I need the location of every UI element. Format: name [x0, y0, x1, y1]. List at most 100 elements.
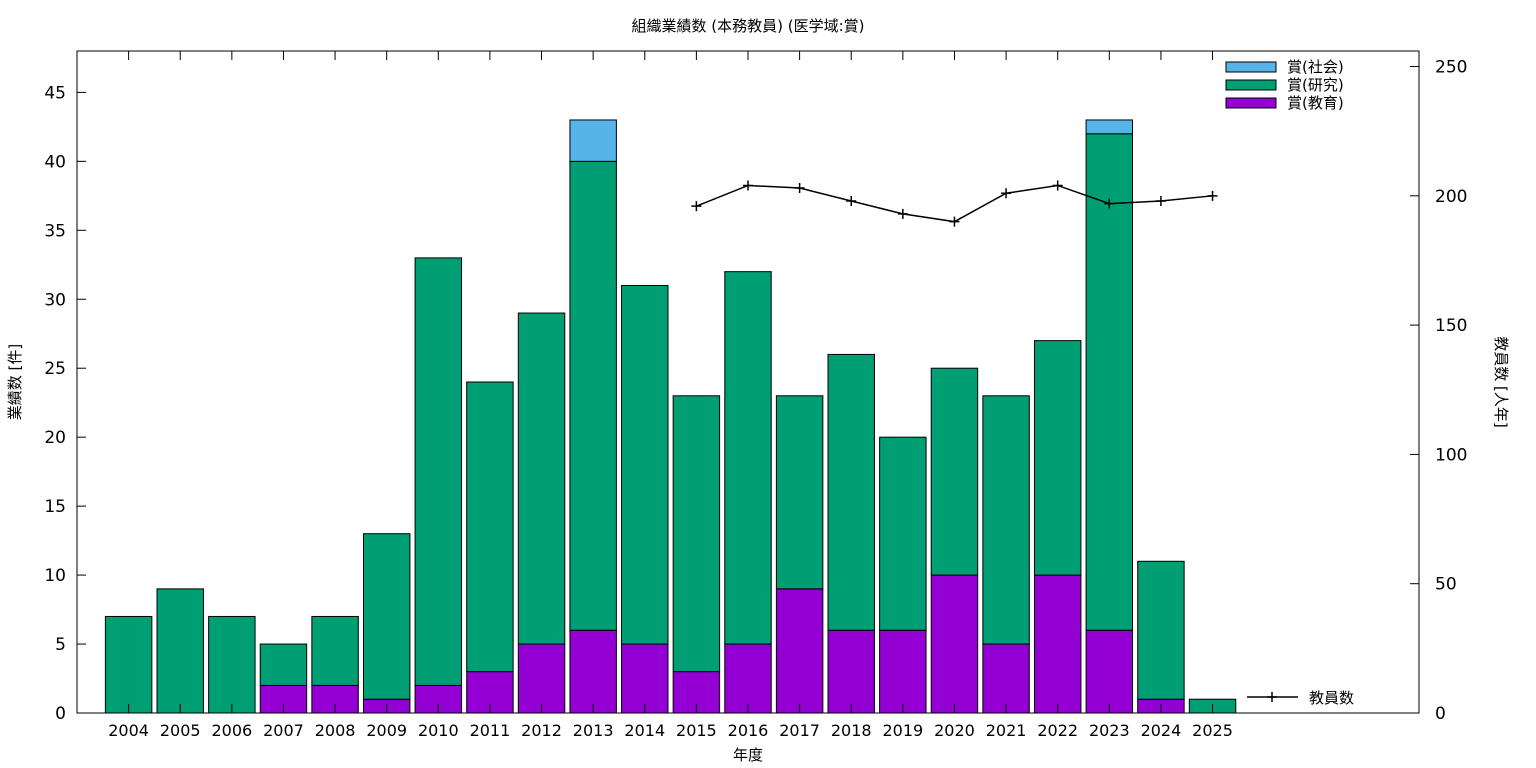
bar-2005-series-1: [156, 588, 204, 714]
bar-2023-series-0: [1085, 629, 1134, 714]
line-point-2021: [1001, 188, 1012, 199]
bar-2019-series-1: [879, 436, 927, 631]
bar-2006-series-1: [208, 615, 256, 714]
x-tick-label: 2022: [1037, 721, 1078, 740]
legend-label: 賞(研究): [1287, 76, 1344, 94]
bars-layer: [104, 119, 1237, 714]
bar-2021-series-1: [982, 395, 1030, 645]
legend-label: 賞(教育): [1287, 94, 1344, 112]
bar-2018-series-1: [827, 353, 875, 631]
bar-2013-series-1: [569, 160, 617, 631]
x-axis-label: 年度: [733, 746, 763, 764]
bar-2016-series-0: [724, 643, 772, 714]
y2-tick-label: 150: [1435, 316, 1467, 336]
x-tick-label: 2006: [211, 721, 252, 740]
line-point-2018: [846, 195, 857, 206]
y-tick-label: 20: [44, 428, 66, 448]
line-point-2017: [794, 183, 805, 194]
y2-tick-label: 250: [1435, 58, 1467, 78]
x-tick-label: 2009: [366, 721, 407, 740]
y-tick-label: 15: [44, 497, 66, 517]
x-tick-label: 2015: [676, 721, 717, 740]
y-tick-label: 30: [44, 290, 66, 310]
y2-tick-label: 50: [1435, 575, 1457, 595]
bar-2015-series-1: [672, 395, 721, 673]
legend: 賞(社会)賞(研究)賞(教育) 教員数: [1225, 58, 1354, 707]
bar-2018-series-0: [827, 629, 875, 714]
x-tick-label: 2020: [934, 721, 975, 740]
bar-2020-series-0: [930, 574, 979, 714]
y2-axis-label: 教員数 [人年]: [1492, 336, 1510, 427]
line-point-2023: [1104, 198, 1115, 209]
x-tick-label: 2014: [624, 721, 665, 740]
y-tick-label: 5: [55, 635, 66, 655]
x-tick-label: 2004: [108, 721, 149, 740]
y-tick-label: 10: [44, 566, 66, 586]
line-series: [696, 184, 1213, 223]
y2-tick-label: 100: [1435, 445, 1467, 465]
line-layer: [691, 180, 1218, 227]
bar-2004-series-1: [104, 615, 153, 714]
x-tick-label: 2011: [470, 721, 511, 740]
bar-2012-series-1: [517, 312, 566, 645]
y-tick-label: 0: [55, 704, 66, 724]
bar-2020-series-1: [930, 367, 979, 576]
bar-2008-series-1: [311, 615, 359, 686]
x-tick-label: 2012: [521, 721, 562, 740]
x-tick-label: 2024: [1141, 721, 1182, 740]
bar-2016-series-1: [724, 271, 772, 645]
line-point-2024: [1155, 195, 1166, 206]
x-tick-label: 2021: [986, 721, 1027, 740]
legend-swatch: [1225, 97, 1277, 109]
y2-tick-label: 200: [1435, 187, 1467, 207]
y2-tick-label: 0: [1435, 704, 1446, 724]
y-tick-label: 25: [44, 359, 66, 379]
y-tick-label: 40: [44, 152, 66, 172]
chart-title: 組織業績数 (本務教員) (医学域:賞): [632, 17, 865, 35]
line-point-2025: [1207, 190, 1218, 201]
legend-swatch: [1225, 79, 1277, 91]
bar-2017-series-1: [775, 395, 824, 590]
legend-swatch: [1225, 61, 1277, 73]
bar-2022-series-1: [1033, 340, 1082, 576]
y-tick-label: 35: [44, 221, 66, 241]
x-tick-label: 2023: [1089, 721, 1130, 740]
bar-2021-series-0: [982, 643, 1030, 714]
line-point-2015: [691, 201, 702, 212]
x-tick-label: 2008: [315, 721, 356, 740]
y-tick-label: 45: [44, 83, 66, 103]
bar-2009-series-1: [362, 533, 411, 700]
bar-2014-series-0: [621, 643, 669, 714]
x-tick-label: 2007: [263, 721, 304, 740]
x-tick-label: 2010: [418, 721, 459, 740]
x-tick-label: 2019: [882, 721, 923, 740]
bar-2013-series-2: [569, 119, 617, 162]
bar-2011-series-1: [466, 381, 514, 673]
x-tick-label: 2016: [728, 721, 769, 740]
bar-2012-series-0: [517, 643, 566, 714]
line-point-2019: [897, 208, 908, 219]
bar-2019-series-0: [879, 629, 927, 714]
line-point-2022: [1052, 180, 1063, 191]
bar-2017-series-0: [775, 588, 824, 714]
x-tick-label: 2005: [160, 721, 201, 740]
line-point-2016: [743, 180, 753, 191]
y-axis-label: 業績数 [件]: [6, 344, 24, 420]
bar-2024-series-1: [1137, 560, 1185, 700]
legend-line-label: 教員数: [1309, 689, 1354, 707]
bar-2007-series-1: [259, 643, 308, 686]
bar-2023-series-2: [1085, 119, 1134, 135]
legend-line-marker: [1267, 692, 1277, 702]
x-tick-label: 2013: [573, 721, 614, 740]
bar-2023-series-1: [1085, 133, 1134, 631]
bar-2022-series-0: [1033, 574, 1082, 714]
x-tick-label: 2018: [831, 721, 872, 740]
bar-2014-series-1: [621, 284, 669, 645]
bar-2013-series-0: [569, 629, 617, 714]
line-point-2020: [949, 216, 960, 227]
x-tick-label: 2017: [779, 721, 820, 740]
x-tick-label: 2025: [1192, 721, 1233, 740]
legend-label: 賞(社会): [1287, 58, 1344, 76]
